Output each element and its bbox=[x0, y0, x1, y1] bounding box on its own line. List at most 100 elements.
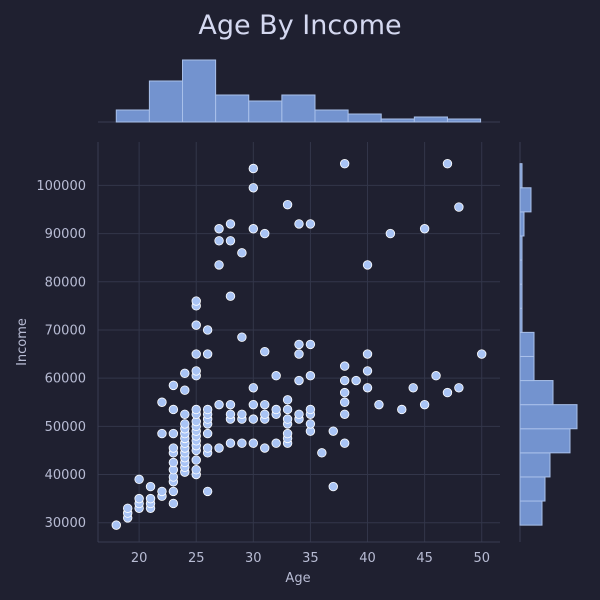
x-tick-label: 45 bbox=[416, 551, 433, 566]
x-hist-bar bbox=[215, 94, 250, 123]
scatter-point bbox=[339, 397, 350, 407]
y-tick-label: 40000 bbox=[45, 468, 86, 483]
scatter-point bbox=[362, 366, 373, 376]
y-hist-bar bbox=[519, 500, 543, 526]
x-tick-label: 35 bbox=[302, 551, 319, 566]
scatter-point bbox=[271, 438, 281, 448]
scatter-point bbox=[431, 371, 441, 381]
scatter-point bbox=[248, 224, 259, 234]
scatter-point bbox=[237, 438, 247, 448]
scatter-point bbox=[419, 224, 430, 234]
scatter-point bbox=[339, 409, 350, 419]
y-tick-label: 70000 bbox=[45, 323, 86, 338]
scatter-point bbox=[339, 438, 350, 448]
scatter-point bbox=[339, 375, 350, 386]
scatter-point bbox=[202, 486, 213, 497]
scatter-point bbox=[237, 409, 247, 419]
scatter-point bbox=[248, 414, 259, 424]
y-hist-bar bbox=[519, 307, 523, 333]
scatter-point bbox=[168, 428, 179, 439]
scatter-point bbox=[180, 385, 190, 395]
scatter-point bbox=[305, 419, 316, 429]
scatter-point bbox=[191, 366, 201, 376]
scatter-point bbox=[282, 395, 293, 405]
scatter-point bbox=[419, 399, 430, 410]
scatter-point bbox=[180, 419, 190, 429]
scatter-point bbox=[225, 409, 236, 419]
scatter-point bbox=[454, 202, 464, 212]
x-hist-bar bbox=[347, 113, 382, 123]
scatter-point bbox=[442, 158, 453, 169]
chart-title: Age By Income bbox=[198, 10, 401, 41]
scatter-point bbox=[339, 158, 350, 169]
scatter-point bbox=[260, 443, 270, 453]
scatter-point bbox=[294, 349, 304, 359]
scatter-point bbox=[305, 339, 316, 350]
scatter-point bbox=[225, 219, 236, 229]
scatter-point bbox=[260, 409, 270, 419]
scatter-point bbox=[191, 455, 201, 465]
scatter-point bbox=[122, 503, 133, 513]
scatter-point bbox=[339, 387, 350, 398]
scatter-point bbox=[214, 224, 224, 234]
x-tick-label: 30 bbox=[245, 551, 262, 566]
y-tick-label: 30000 bbox=[45, 516, 86, 531]
y-hist-bar bbox=[519, 476, 546, 502]
scatter-point bbox=[282, 199, 293, 210]
scatter-point bbox=[454, 383, 464, 393]
scatter-point bbox=[202, 325, 213, 335]
scatter-point bbox=[385, 228, 396, 239]
scatter-point bbox=[248, 163, 259, 174]
scatter-point bbox=[260, 399, 270, 410]
scatter-point bbox=[282, 414, 293, 424]
scatter-point bbox=[191, 404, 201, 415]
scatter-point bbox=[442, 387, 453, 398]
x-hist-bar bbox=[148, 80, 184, 123]
scatter-point bbox=[180, 409, 190, 419]
scatter-point bbox=[145, 493, 156, 504]
x-hist-bar bbox=[314, 109, 349, 123]
y-hist-bar bbox=[519, 355, 535, 382]
scatter-point bbox=[305, 219, 316, 229]
scatter-point bbox=[351, 375, 361, 386]
scatter-points bbox=[111, 158, 487, 530]
y-hist-bar bbox=[519, 187, 532, 213]
scatter-point bbox=[214, 443, 224, 453]
scatter-point bbox=[134, 493, 144, 504]
scatter-point bbox=[157, 428, 167, 439]
scatter-point bbox=[294, 219, 304, 229]
y-hist-bar bbox=[519, 452, 551, 478]
y-hist-bar bbox=[519, 380, 554, 406]
scatter-point bbox=[202, 443, 213, 453]
scatter-point bbox=[225, 236, 236, 246]
scatter-point bbox=[237, 248, 247, 258]
y-tick-label: 90000 bbox=[45, 227, 86, 242]
scatter-point bbox=[202, 349, 213, 359]
y-hist-bar bbox=[519, 235, 523, 261]
y-hist-bar bbox=[519, 283, 523, 309]
y-hist-bar bbox=[519, 211, 525, 237]
scatter-point bbox=[214, 236, 224, 246]
scatter-point bbox=[134, 474, 144, 485]
scatter-point bbox=[362, 383, 373, 393]
scatter-point bbox=[191, 465, 201, 475]
scatter-point bbox=[374, 399, 384, 410]
x-hist-bar bbox=[380, 118, 415, 123]
scatter-point bbox=[248, 399, 259, 410]
scatter-point bbox=[168, 380, 179, 391]
scatter-point bbox=[477, 349, 487, 359]
x-hist-bar bbox=[281, 94, 316, 123]
scatter-point bbox=[168, 498, 179, 509]
scatter-point bbox=[225, 438, 236, 448]
scatter-point bbox=[191, 320, 201, 330]
scatter-point bbox=[225, 291, 236, 301]
scatter-point bbox=[157, 397, 167, 407]
scatter-point bbox=[271, 371, 281, 381]
scatter-point bbox=[248, 383, 259, 393]
scatter-point bbox=[260, 346, 270, 357]
y-marginal-histogram bbox=[519, 142, 578, 542]
x-hist-bar bbox=[413, 116, 448, 123]
scatter-point bbox=[145, 481, 156, 492]
scatter-point bbox=[202, 404, 213, 415]
